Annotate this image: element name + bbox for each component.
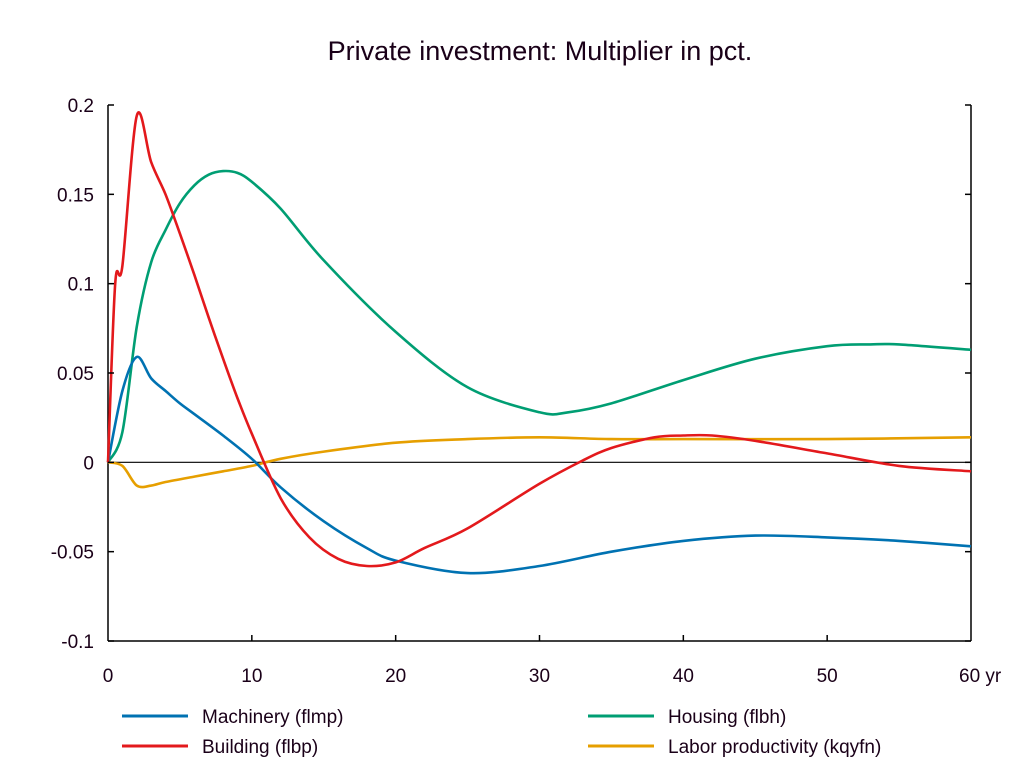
series-line-building-flbp bbox=[106, 111, 972, 568]
y-tick-label: -0.1 bbox=[61, 632, 94, 653]
legend-item-machinery-flmp: Machinery (flmp) bbox=[122, 707, 343, 728]
series-group bbox=[106, 111, 972, 575]
x-tick-label: 60 yr bbox=[959, 666, 1002, 687]
legend-item-building-flbp: Building (flbp) bbox=[122, 737, 318, 758]
series-line-machinery-flmp bbox=[106, 355, 972, 575]
series-line-housing-flbh bbox=[106, 169, 972, 463]
x-tick-label: 30 bbox=[529, 666, 550, 687]
series-line-labor-productivity-kqyfn bbox=[107, 436, 972, 489]
legend-label: Housing (flbh) bbox=[668, 707, 786, 728]
y-tick-label: -0.05 bbox=[51, 543, 94, 564]
legend: Machinery (flmp) Housing (flbh) Building (… bbox=[122, 707, 881, 758]
legend-label: Labor productivity (kqyfn) bbox=[668, 737, 881, 758]
x-tick-label: 20 bbox=[385, 666, 406, 687]
x-tick-label: 40 bbox=[673, 666, 694, 687]
x-tick-label: 10 bbox=[241, 666, 262, 687]
axes bbox=[107, 105, 972, 642]
legend-label: Machinery (flmp) bbox=[202, 707, 343, 728]
legend-label: Building (flbp) bbox=[202, 737, 318, 758]
x-tick-label: 0 bbox=[103, 666, 114, 687]
ticks-group: -0.1 -0.05 0 0.05 0.1 0.15 0.2 0 10 20 30 40 50 60 yr bbox=[51, 96, 1002, 687]
y-tick-label: 0.1 bbox=[68, 275, 94, 296]
legend-item-labor-productivity-kqyfn: Labor productivity (kqyfn) bbox=[588, 737, 881, 758]
x-tick-label: 50 bbox=[817, 666, 838, 687]
y-tick-label: 0 bbox=[83, 453, 94, 474]
chart-title: Private investment: Multiplier in pct. bbox=[328, 36, 753, 66]
y-tick-label: 0.15 bbox=[57, 185, 94, 206]
y-tick-label: 0.05 bbox=[57, 364, 94, 385]
y-tick-label: 0.2 bbox=[68, 96, 94, 117]
legend-item-housing-flbh: Housing (flbh) bbox=[588, 707, 786, 728]
